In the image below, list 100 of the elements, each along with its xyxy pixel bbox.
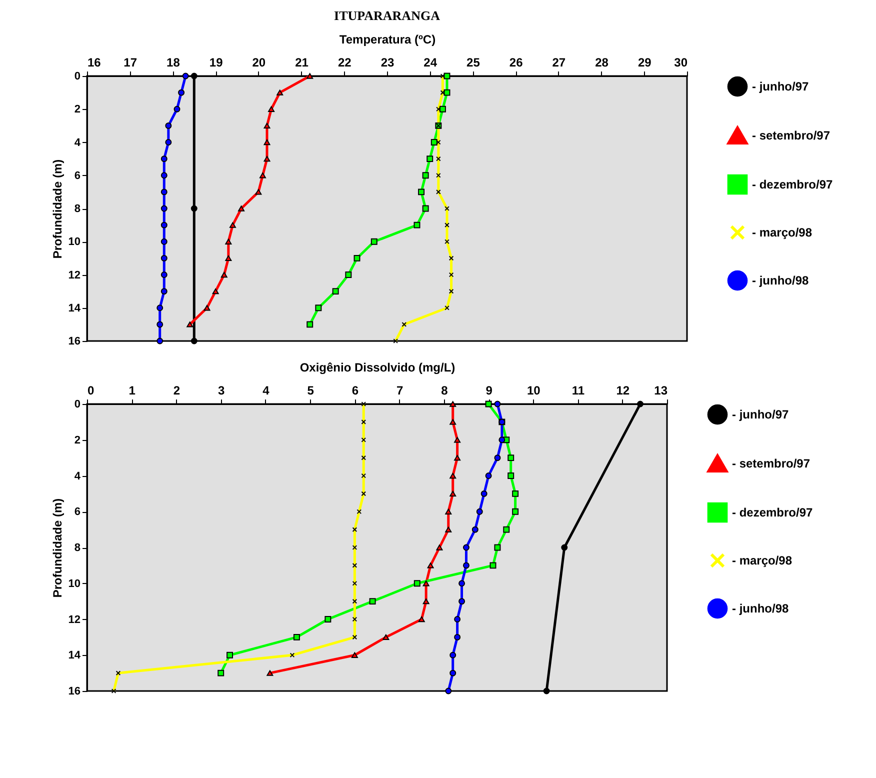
point (472, 526, 478, 533)
legend-label: - março/98 (732, 554, 792, 568)
y-tick-label: 4 (74, 136, 82, 149)
point (485, 400, 492, 408)
x-tick-label: 17 (124, 56, 138, 70)
point (436, 544, 443, 550)
point (276, 90, 284, 96)
chart-title: ITUPARARANGA (334, 8, 441, 23)
point (512, 508, 519, 515)
point (212, 288, 219, 294)
point (414, 580, 420, 587)
x-tick-label: 21 (295, 56, 309, 70)
point (190, 72, 198, 80)
point (430, 139, 438, 146)
point (445, 508, 452, 514)
point (458, 580, 466, 587)
point (160, 272, 168, 278)
y-tick-label: 8 (74, 203, 80, 215)
point (422, 580, 430, 586)
point (439, 106, 446, 112)
point (462, 544, 470, 551)
point (445, 688, 452, 694)
point (427, 562, 434, 568)
point (225, 238, 232, 244)
x-tick-label: 12 (616, 384, 630, 398)
y-tick-label: 14 (68, 650, 82, 662)
y-tick-label: 10 (68, 578, 80, 590)
x-tick-label: 30 (674, 56, 688, 70)
legend-label: - dezembro/97 (732, 506, 814, 520)
point (476, 508, 483, 515)
y-axis-title: Profundidade (m) (50, 159, 64, 259)
point (238, 206, 245, 212)
x-tick-label: 3 (218, 384, 225, 398)
point (332, 288, 339, 295)
point (160, 254, 168, 262)
legend-label: - junho/98 (752, 274, 809, 288)
y-tick-label: 2 (74, 434, 80, 446)
x-tick-label: 5 (307, 384, 314, 398)
x-tick-label: 27 (552, 56, 566, 70)
x-tick-label: 4 (262, 384, 270, 398)
point (160, 222, 168, 228)
y-tick-label: 2 (74, 104, 80, 116)
point (450, 490, 456, 497)
point (444, 89, 450, 96)
point (306, 321, 314, 328)
point (264, 156, 270, 162)
point (454, 437, 461, 443)
point (494, 544, 501, 551)
x-tick-label: 9 (486, 384, 493, 398)
x-tick-label: 23 (380, 56, 394, 70)
x-tick-label: 26 (509, 56, 524, 70)
point (178, 89, 185, 96)
point (220, 272, 228, 278)
point (182, 72, 189, 80)
legend-label: - setembro/97 (752, 128, 830, 142)
point (462, 562, 470, 569)
point (160, 156, 168, 162)
point (218, 670, 224, 676)
point (414, 222, 420, 228)
y-tick-label: 16 (68, 686, 80, 698)
point (450, 419, 456, 425)
point (454, 616, 461, 622)
point (480, 490, 488, 497)
y-tick-label: 10 (68, 236, 80, 248)
y-tick-label: 12 (68, 269, 80, 282)
point (264, 122, 270, 129)
x-tick-label: 6 (352, 384, 359, 398)
x-tick-label: 29 (638, 56, 652, 70)
x-axis-title: Temperatura (ºC) (339, 32, 436, 46)
point (458, 598, 466, 605)
point (293, 634, 300, 640)
x-tick-label: 22 (338, 56, 352, 70)
point (422, 598, 430, 604)
point (255, 189, 262, 195)
point (498, 436, 506, 444)
y-tick-label: 0 (74, 398, 80, 410)
x-tick-label: 2 (173, 384, 180, 398)
legend-label: - junho/97 (752, 80, 809, 94)
point (512, 490, 519, 497)
point (160, 205, 168, 212)
x-tick-label: 18 (166, 56, 180, 70)
point (174, 106, 180, 112)
point (382, 634, 390, 640)
point (266, 670, 274, 676)
x-tick-label: 24 (424, 56, 438, 70)
point (370, 238, 378, 245)
x-tick-label: 13 (654, 384, 668, 398)
point (165, 139, 172, 146)
point (160, 288, 168, 295)
point (418, 188, 425, 196)
x-tick-label: 7 (396, 384, 404, 398)
point (156, 304, 164, 312)
point (445, 526, 452, 532)
x-tick-label: 10 (526, 384, 541, 398)
point (345, 272, 352, 278)
x-tick-label: 1 (128, 384, 136, 398)
point (190, 338, 198, 344)
point (450, 670, 456, 676)
point (315, 304, 322, 312)
y-tick-label: 14 (68, 302, 82, 314)
